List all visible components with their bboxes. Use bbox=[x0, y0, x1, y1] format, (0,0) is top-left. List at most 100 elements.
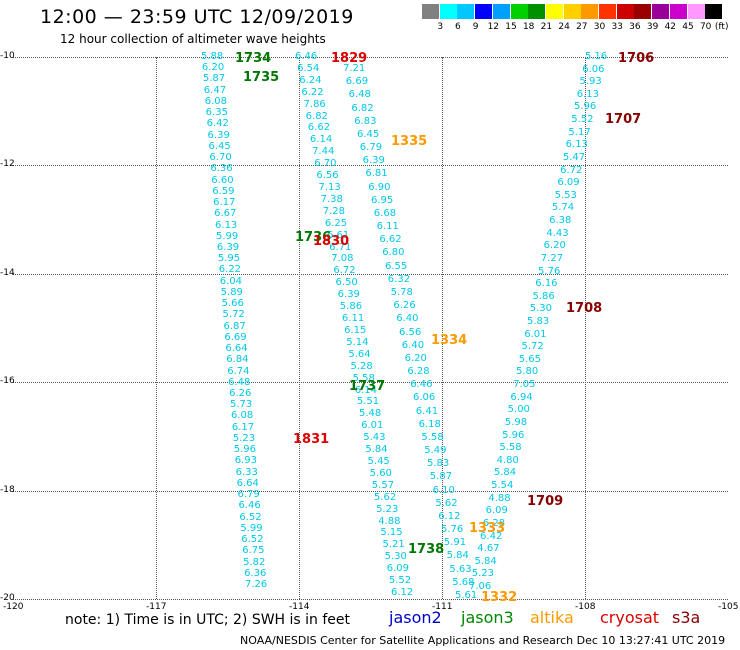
colorbar-label: 36 bbox=[629, 22, 641, 32]
colorbar-label: 3 bbox=[437, 22, 444, 32]
swh-value: 7.86 bbox=[303, 98, 326, 110]
swh-value: 5.17 bbox=[568, 126, 591, 138]
swh-value: 6.13 bbox=[576, 88, 599, 100]
colorbar-swatch bbox=[492, 4, 510, 19]
swh-value: 4.80 bbox=[496, 454, 519, 466]
swh-value: 7.28 bbox=[322, 205, 345, 217]
credit-line: NOAA/NESDIS Center for Satellite Applica… bbox=[240, 634, 726, 647]
swh-value: 5.76 bbox=[441, 524, 464, 536]
pass-time-label: 1709 bbox=[527, 494, 564, 509]
grid-line-horizontal bbox=[13, 382, 728, 384]
swh-value: 6.13 bbox=[565, 139, 588, 151]
pass-time-label: 1706 bbox=[618, 51, 655, 66]
swh-value: 6.74 bbox=[227, 365, 250, 377]
swh-value: 5.80 bbox=[515, 366, 539, 378]
swh-value: 7.08 bbox=[331, 253, 354, 265]
swh-value: 6.62 bbox=[379, 234, 402, 246]
swh-value: 6.64 bbox=[236, 477, 259, 489]
swh-value: 5.73 bbox=[230, 399, 253, 411]
swh-value: 6.20 bbox=[201, 62, 225, 74]
colorbar-label: 9 bbox=[472, 22, 479, 32]
y-axis-label: -16 bbox=[0, 376, 15, 387]
frame-top bbox=[13, 57, 728, 58]
pass-time-label: 1829 bbox=[331, 51, 368, 66]
swh-value: 5.14 bbox=[346, 336, 369, 348]
swh-value: 6.56 bbox=[316, 170, 339, 182]
swh-value: 6.28 bbox=[407, 366, 430, 378]
colorbar-label: 21 bbox=[540, 22, 553, 32]
swh-value: 5.54 bbox=[491, 480, 514, 492]
colorbar-swatch bbox=[422, 4, 439, 19]
swh-value: 6.39 bbox=[207, 129, 230, 141]
grid-line-horizontal bbox=[13, 273, 728, 275]
colorbar-label: 24 bbox=[558, 22, 570, 32]
pass-time-label: 1332 bbox=[481, 590, 518, 605]
swh-value: 5.30 bbox=[529, 303, 553, 315]
pass-time-label: 1735 bbox=[243, 70, 280, 85]
colorbar-label: 27 bbox=[576, 22, 588, 32]
swh-value: 6.12 bbox=[438, 510, 461, 522]
swh-value: 5.91 bbox=[443, 537, 467, 549]
swh-value: 5.87 bbox=[429, 471, 453, 483]
colorbar-label: (ft) bbox=[714, 22, 729, 32]
swh-value: 5.21 bbox=[382, 539, 405, 551]
swh-value: 6.42 bbox=[480, 530, 503, 542]
swh-value: 5.52 bbox=[571, 114, 594, 126]
swh-value: 6.39 bbox=[337, 289, 360, 301]
swh-value: 6.41 bbox=[415, 405, 439, 417]
grid-line-horizontal bbox=[13, 490, 728, 492]
swh-value: 5.58 bbox=[352, 372, 375, 384]
swh-value: 5.23 bbox=[232, 432, 256, 444]
swh-value: 6.94 bbox=[510, 391, 533, 403]
swh-value: 5.96 bbox=[573, 101, 597, 113]
swh-value: 6.81 bbox=[365, 168, 388, 180]
swh-value: 6.68 bbox=[373, 207, 397, 219]
colorbar-label: 33 bbox=[611, 22, 623, 32]
swh-value: 6.46 bbox=[295, 51, 318, 62]
y-axis-label: -14 bbox=[0, 267, 15, 278]
swh-value: 6.04 bbox=[219, 275, 242, 287]
colorbar-swatch bbox=[457, 4, 475, 19]
swh-value: 7.44 bbox=[312, 146, 335, 158]
colorbar-swatch bbox=[545, 4, 563, 19]
pass-time-label: 1335 bbox=[391, 134, 428, 149]
satellite-name: jason3 bbox=[461, 608, 514, 627]
swh-value: 6.69 bbox=[224, 331, 247, 343]
swh-value: 7.27 bbox=[540, 252, 564, 264]
swh-value: 6.17 bbox=[213, 197, 236, 209]
swh-value: 4.43 bbox=[546, 227, 569, 239]
swh-value: 6.26 bbox=[229, 388, 252, 400]
colorbar-label: 30 bbox=[593, 22, 606, 32]
swh-value: 6.01 bbox=[524, 328, 547, 340]
swh-value: 6.42 bbox=[206, 118, 229, 130]
swh-value: 6.09 bbox=[485, 505, 508, 517]
swh-value: 5.53 bbox=[554, 189, 577, 201]
colorbar-label: 45 bbox=[682, 22, 694, 32]
swh-value: 5.23 bbox=[376, 503, 399, 515]
swh-value: 6.93 bbox=[234, 455, 257, 467]
swh-value: 6.36 bbox=[210, 163, 233, 175]
satellite-name: altika bbox=[530, 608, 574, 627]
swh-value: 5.84 bbox=[493, 467, 517, 479]
swh-value: 5.95 bbox=[217, 253, 241, 265]
colorbar-label: 6 bbox=[455, 22, 461, 32]
swh-value: 5.60 bbox=[369, 467, 392, 479]
colorbar-swatch bbox=[439, 4, 457, 19]
colorbar-swatch bbox=[475, 4, 493, 19]
swh-value: 6.59 bbox=[212, 185, 235, 197]
swh-value: 6.06 bbox=[413, 392, 436, 404]
swh-value: 5.30 bbox=[384, 551, 407, 563]
y-axis-label: -10 bbox=[0, 51, 15, 61]
swh-value: 6.10 bbox=[432, 484, 455, 496]
colorbar-label: 12 bbox=[487, 22, 500, 32]
swh-value: 5.76 bbox=[538, 265, 561, 277]
colorbar-swatch bbox=[705, 4, 723, 19]
swh-value: 5.43 bbox=[363, 432, 386, 444]
swh-value: 6.22 bbox=[218, 264, 242, 276]
swh-value: 6.79 bbox=[359, 142, 383, 154]
swh-value: 6.40 bbox=[396, 313, 419, 325]
swh-value: 6.11 bbox=[376, 221, 399, 233]
swh-value: 5.00 bbox=[507, 404, 530, 416]
swh-value: 6.45 bbox=[357, 128, 380, 140]
